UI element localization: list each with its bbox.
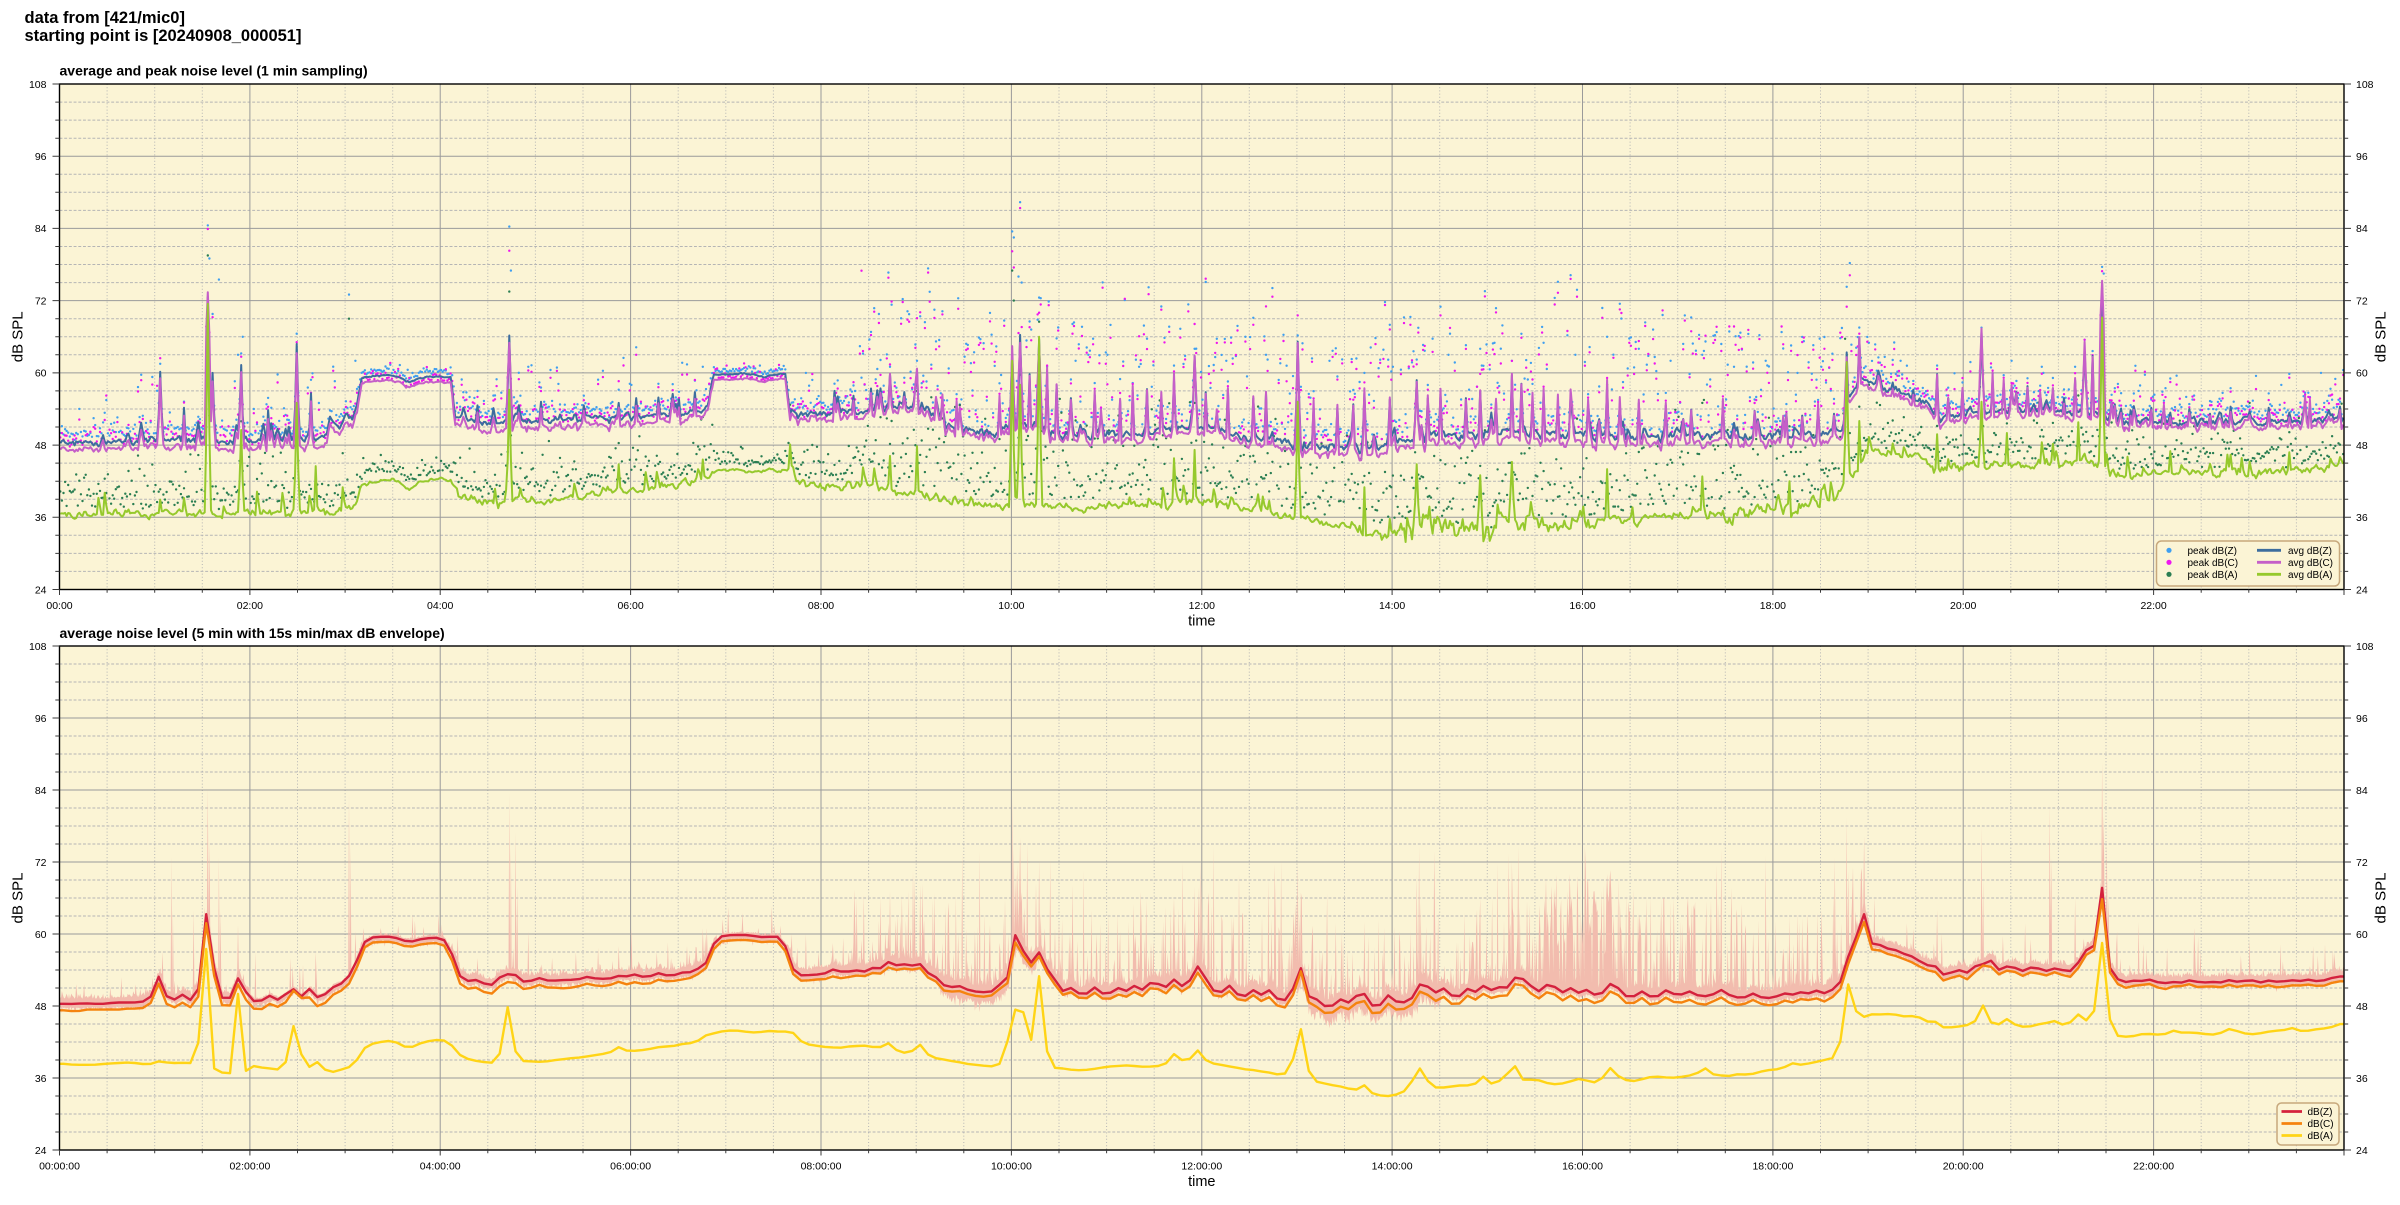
svg-text:04:00:00: 04:00:00 — [420, 1161, 461, 1173]
svg-text:14:00:00: 14:00:00 — [1372, 1161, 1413, 1173]
svg-text:48: 48 — [35, 1001, 47, 1013]
svg-text:dB SPL: dB SPL — [2373, 873, 2390, 924]
svg-text:time: time — [1188, 614, 1215, 630]
svg-text:02:00:00: 02:00:00 — [229, 1161, 270, 1173]
svg-text:avg dB(Z): avg dB(Z) — [2288, 546, 2332, 557]
svg-text:24: 24 — [2356, 584, 2368, 596]
svg-text:60: 60 — [2356, 929, 2368, 941]
svg-text:72: 72 — [2356, 295, 2368, 307]
svg-text:84: 84 — [35, 223, 47, 235]
svg-text:72: 72 — [2356, 857, 2368, 869]
svg-text:48: 48 — [2356, 440, 2368, 452]
svg-text:72: 72 — [35, 857, 47, 869]
svg-text:36: 36 — [2356, 1073, 2368, 1085]
svg-text:data from [421/mic0]: data from [421/mic0] — [25, 9, 185, 27]
svg-text:12:00: 12:00 — [1189, 600, 1215, 612]
svg-text:96: 96 — [35, 713, 47, 725]
svg-text:16:00:00: 16:00:00 — [1562, 1161, 1603, 1173]
svg-text:18:00:00: 18:00:00 — [1752, 1161, 1793, 1173]
svg-text:10:00:00: 10:00:00 — [991, 1161, 1032, 1173]
svg-text:36: 36 — [35, 512, 47, 524]
svg-text:36: 36 — [2356, 512, 2368, 524]
svg-text:60: 60 — [35, 368, 47, 380]
svg-text:20:00:00: 20:00:00 — [1943, 1161, 1984, 1173]
svg-text:60: 60 — [35, 929, 47, 941]
svg-text:10:00: 10:00 — [998, 600, 1024, 612]
svg-text:108: 108 — [29, 79, 47, 91]
svg-text:20:00: 20:00 — [1950, 600, 1976, 612]
svg-text:peak dB(C): peak dB(C) — [2188, 558, 2239, 569]
svg-text:06:00:00: 06:00:00 — [610, 1161, 651, 1173]
svg-text:00:00: 00:00 — [46, 600, 72, 612]
svg-text:time: time — [1188, 1174, 1215, 1190]
svg-text:peak dB(Z): peak dB(Z) — [2188, 546, 2237, 557]
svg-text:84: 84 — [2356, 785, 2368, 797]
svg-text:dB(A): dB(A) — [2308, 1131, 2334, 1142]
svg-text:peak dB(A): peak dB(A) — [2188, 570, 2238, 581]
svg-text:24: 24 — [35, 584, 47, 596]
svg-text:84: 84 — [35, 785, 47, 797]
svg-text:84: 84 — [2356, 223, 2368, 235]
svg-text:starting point is [20240908_00: starting point is [20240908_000051] — [25, 27, 302, 45]
svg-text:36: 36 — [35, 1073, 47, 1085]
svg-text:avg dB(A): avg dB(A) — [2288, 570, 2332, 581]
svg-text:16:00: 16:00 — [1569, 600, 1595, 612]
svg-text:dB(Z): dB(Z) — [2308, 1107, 2333, 1118]
svg-text:02:00: 02:00 — [237, 600, 263, 612]
svg-text:dB SPL: dB SPL — [2373, 311, 2390, 362]
svg-text:dB SPL: dB SPL — [10, 873, 27, 924]
svg-text:average and peak noise level (: average and peak noise level (1 min samp… — [60, 63, 368, 79]
svg-text:14:00: 14:00 — [1379, 600, 1405, 612]
svg-text:24: 24 — [35, 1145, 47, 1157]
svg-text:22:00: 22:00 — [2140, 600, 2166, 612]
svg-text:18:00: 18:00 — [1760, 600, 1786, 612]
svg-text:108: 108 — [2356, 79, 2374, 91]
svg-text:24: 24 — [2356, 1145, 2368, 1157]
svg-text:96: 96 — [2356, 151, 2368, 163]
svg-text:48: 48 — [35, 440, 47, 452]
svg-text:96: 96 — [35, 151, 47, 163]
svg-text:average noise level (5 min wit: average noise level (5 min with 15s min/… — [60, 625, 445, 641]
svg-text:dB(C): dB(C) — [2308, 1119, 2334, 1130]
svg-text:48: 48 — [2356, 1001, 2368, 1013]
svg-text:04:00: 04:00 — [427, 600, 453, 612]
svg-text:108: 108 — [2356, 641, 2374, 653]
svg-text:avg dB(C): avg dB(C) — [2288, 558, 2333, 569]
svg-text:60: 60 — [2356, 368, 2368, 380]
svg-text:108: 108 — [29, 641, 47, 653]
svg-text:22:00:00: 22:00:00 — [2133, 1161, 2174, 1173]
svg-text:06:00: 06:00 — [617, 600, 643, 612]
svg-text:dB SPL: dB SPL — [10, 311, 27, 362]
svg-text:00:00:00: 00:00:00 — [39, 1161, 80, 1173]
svg-text:08:00:00: 08:00:00 — [801, 1161, 842, 1173]
svg-text:72: 72 — [35, 295, 47, 307]
svg-text:12:00:00: 12:00:00 — [1181, 1161, 1222, 1173]
svg-text:96: 96 — [2356, 713, 2368, 725]
svg-text:08:00: 08:00 — [808, 600, 834, 612]
